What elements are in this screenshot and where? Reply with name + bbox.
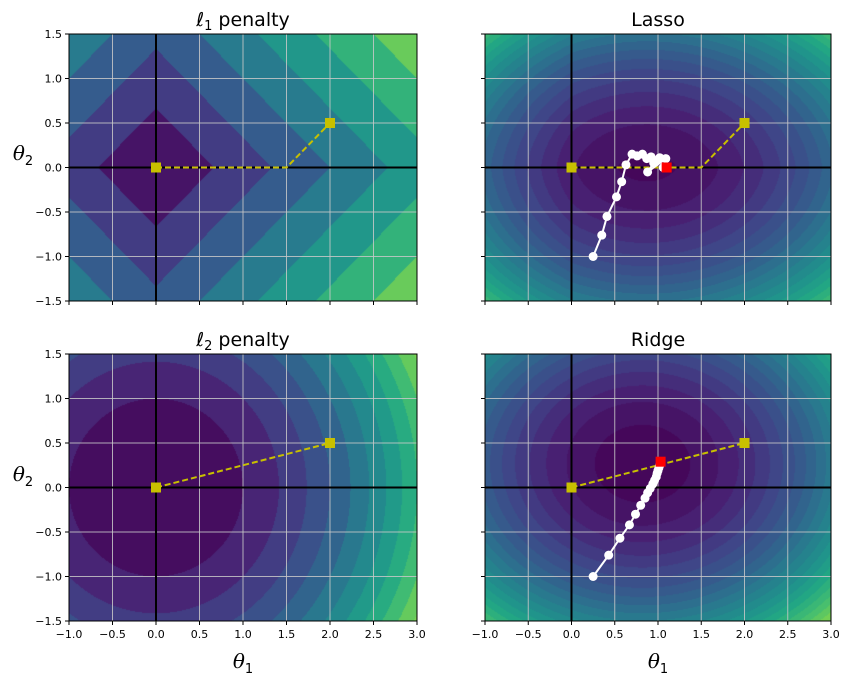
- subplot-title: ℓ1 penalty: [195, 9, 290, 34]
- path-marker: [325, 438, 335, 448]
- gd-point: [615, 533, 625, 543]
- gd-point: [602, 211, 612, 221]
- y-tick-label: −1.5: [35, 295, 62, 308]
- x-tick-label: −1.0: [472, 628, 499, 641]
- penalty-path: [155, 442, 331, 489]
- gd-point: [624, 520, 634, 530]
- path-marker: [566, 162, 577, 173]
- y-axis-label-top: θ2: [13, 141, 33, 169]
- gd-point: [597, 230, 607, 240]
- x-tick-label: 2.5: [365, 628, 383, 641]
- x-tick-label: 1.0: [234, 628, 252, 641]
- subplot-4: −1.0 −0.5 0.0 0.5 1.0 1.5 2.0 2.5 3.0 Ridge: [472, 329, 840, 641]
- x-tick-label: 1.5: [693, 628, 711, 641]
- gd-point: [617, 177, 627, 187]
- x-tick-label: 2.0: [736, 628, 754, 641]
- gd-point: [636, 500, 646, 510]
- optimum-marker: [661, 162, 672, 173]
- x-tick-label: 0.0: [147, 628, 165, 641]
- y-tick-label: −0.5: [35, 526, 62, 539]
- subplot-title: Ridge: [631, 329, 685, 351]
- y-tick-label: 0.5: [45, 117, 63, 130]
- optimum-marker: [655, 456, 666, 467]
- subplot-1: 1.5 1.0 0.5 0.0 −0.5 −1.0 −1.5 ℓ1 penalty: [35, 9, 418, 308]
- y-tick-label: 0.5: [45, 437, 63, 450]
- gd-point: [649, 158, 659, 168]
- x-tick-label: 0.5: [606, 628, 624, 641]
- x-tick-label: 3.0: [408, 628, 426, 641]
- y-tick-label: 1.5: [45, 28, 63, 41]
- gd-point: [588, 252, 598, 261]
- x-axis-label-right: θ1: [648, 649, 668, 677]
- gd-point: [611, 192, 621, 202]
- y-tick-label: −1.0: [35, 571, 62, 584]
- path-marker: [151, 482, 161, 493]
- path-marker: [325, 118, 335, 128]
- y-tick-label: 0.0: [45, 162, 63, 175]
- y-tick-label: 1.0: [45, 73, 63, 86]
- x-tick-label: 0.5: [191, 628, 209, 641]
- subplot-title: Lasso: [631, 9, 685, 31]
- gd-point: [588, 572, 598, 581]
- x-tick-label: 2.5: [779, 628, 797, 641]
- y-tick-label: 0.0: [45, 482, 63, 495]
- y-tick-label: 1.5: [45, 348, 63, 361]
- x-tick-label: −1.0: [56, 628, 83, 641]
- x-tick-label: 1.0: [649, 628, 667, 641]
- subplot-2: Lasso: [481, 9, 832, 305]
- penalty-path: [571, 122, 746, 169]
- gd-point: [604, 550, 614, 560]
- x-axis-label-left: θ1: [233, 649, 253, 677]
- y-tick-label: −1.5: [35, 615, 62, 628]
- x-tick-label: 1.5: [278, 628, 296, 641]
- path-marker: [151, 162, 161, 173]
- penalty-path: [571, 442, 745, 489]
- gd-point: [643, 167, 653, 177]
- x-tick-label: −0.5: [99, 628, 126, 641]
- x-tick-label: 2.0: [321, 628, 339, 641]
- y-tick-label: 1.0: [45, 393, 63, 406]
- path-marker: [739, 118, 750, 128]
- penalty-path: [156, 122, 331, 169]
- subplot-title: ℓ2 penalty: [195, 329, 290, 354]
- y-tick-label: −1.0: [35, 251, 62, 264]
- path-marker: [566, 482, 577, 493]
- x-tick-label: 0.0: [563, 628, 581, 641]
- x-tick-label: 3.0: [822, 628, 840, 641]
- gd-point: [621, 160, 631, 170]
- x-tick-label: −0.5: [515, 628, 542, 641]
- gd-point: [661, 154, 671, 164]
- y-axis-label-bottom: θ2: [13, 462, 33, 490]
- subplot-3: −1.0 −0.5 0.0 0.5 1.0 1.5 2.0 2.5 3.0 1.5 1.0 0.5 0.…: [35, 329, 425, 641]
- path-marker: [739, 438, 750, 448]
- gd-point: [631, 509, 641, 519]
- y-tick-label: −0.5: [35, 206, 62, 219]
